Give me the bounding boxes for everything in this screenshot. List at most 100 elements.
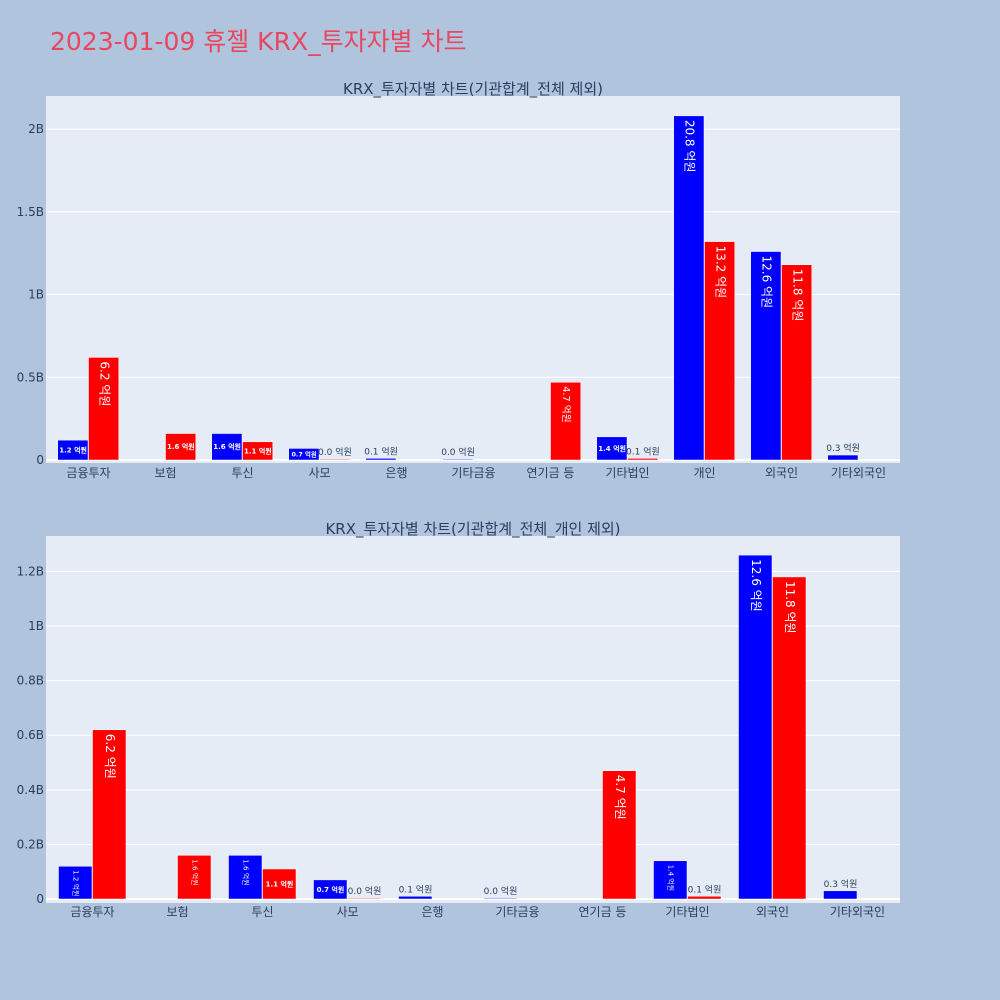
data-label: 1.6 억원: [242, 859, 251, 885]
x-tick-label: 외국인: [765, 466, 798, 480]
bar: [550, 381, 582, 461]
data-label: 0.1 억원: [399, 883, 433, 895]
y-tick-label: 1B: [28, 619, 44, 633]
bar: [827, 454, 859, 461]
data-label: 1.4 억원: [598, 444, 626, 453]
x-tick-label: 기타금융: [495, 905, 539, 919]
page-title: 2023-01-09 휴젤 KRX_투자자별 차트: [50, 27, 467, 56]
bar: [442, 458, 474, 461]
data-label: 0.0 억원: [318, 446, 352, 458]
bar: [57, 439, 89, 461]
y-tick-label: 0.6B: [17, 728, 44, 742]
bar: [288, 448, 320, 461]
bar: [211, 433, 243, 461]
bar: [738, 554, 773, 900]
data-label: 12.6 억원: [760, 256, 774, 309]
subplot-title: KRX_투자자별 차트(기관합계_전체_개인 제외): [325, 520, 620, 539]
data-label: 6.2 억원: [103, 734, 117, 779]
data-label: 0.7 억원: [292, 449, 317, 458]
data-label: 1.1 억원: [244, 446, 272, 455]
x-tick-label: 기타외국인: [831, 466, 886, 480]
x-tick-label: 은행: [385, 465, 407, 480]
bar: [365, 458, 397, 461]
subplot-title: KRX_투자자별 차트(기관합계_전체 제외): [343, 80, 603, 99]
x-tick-label: 금융투자: [70, 905, 114, 919]
x-tick-label: 사모: [308, 466, 330, 480]
bar: [704, 241, 736, 461]
x-tick-label: 외국인: [756, 905, 789, 919]
x-tick-label: 금융투자: [66, 466, 110, 480]
data-label: 12.6 억원: [749, 559, 763, 612]
data-label: 6.2 억원: [97, 361, 111, 406]
y-tick-label: 0: [36, 892, 44, 906]
x-tick-label: 연기금 등: [579, 905, 627, 919]
data-label: 4.7 억원: [560, 386, 572, 422]
data-label: 1.2 억원: [59, 446, 87, 455]
bar: [398, 896, 433, 900]
data-label: 0.0 억원: [484, 885, 518, 897]
x-tick-label: 기타법인: [665, 905, 709, 919]
data-label: 11.8 억원: [790, 269, 804, 322]
y-tick-label: 0.2B: [17, 837, 44, 851]
data-label: 0.7 억원: [317, 885, 345, 894]
bar: [92, 729, 127, 900]
x-tick-label: 사모: [336, 905, 358, 919]
data-label: 13.2 억원: [713, 246, 727, 299]
x-tick-label: 보험: [166, 905, 188, 919]
x-tick-label: 투신: [251, 905, 273, 919]
data-label: 4.7 억원: [613, 775, 627, 820]
bar: [653, 860, 688, 900]
data-label: 20.8 억원: [683, 120, 697, 173]
x-tick-label: 보험: [154, 466, 176, 480]
bar: [313, 879, 348, 900]
y-tick-label: 0.5B: [17, 370, 44, 384]
chart-1: 0 0.5B 1B 1.5B 2B KRX_투자자별 차트(기관합계_전체 제외) 금융투자…: [17, 80, 900, 480]
bar: [347, 897, 382, 900]
data-label: 11.8 억원: [783, 581, 797, 634]
data-label: 1.1 억원: [266, 879, 294, 888]
data-label: 1.6 억원: [167, 442, 195, 451]
bar: [165, 433, 197, 461]
data-label: 1.2 억원: [72, 870, 81, 896]
bar: [750, 251, 782, 461]
x-tick-label: 기타금융: [451, 466, 495, 480]
y-tick-label: 1.2B: [17, 564, 44, 578]
data-label: 0.3 억원: [824, 878, 858, 890]
bar: [319, 458, 351, 461]
x-tick-label: 연기금 등: [527, 466, 575, 480]
bar: [596, 436, 628, 461]
data-label: 0.1 억원: [364, 445, 398, 457]
bar: [602, 770, 637, 900]
y-tick-label: 1B: [28, 288, 44, 302]
bar: [88, 357, 120, 461]
data-label: 0.1 억원: [688, 883, 722, 895]
x-tick-label: 은행: [421, 904, 443, 919]
bar: [687, 896, 722, 900]
bar: [673, 115, 705, 461]
bar: [772, 576, 807, 900]
data-label: 0.0 억원: [441, 446, 475, 458]
y-tick-label: 2B: [28, 122, 44, 136]
y-tick-label: 0.8B: [17, 674, 44, 688]
data-label: 1.6 억원: [213, 442, 241, 451]
chart-2: 0 0.2B 0.4B 0.6B 0.8B 1B 1.2B KRX_투자자별 차트(기관합계_…: [17, 520, 900, 919]
y-tick-label: 0: [36, 453, 44, 467]
bar: [262, 868, 297, 900]
data-label: 0.1 억원: [626, 445, 660, 457]
y-tick-label: 0.4B: [17, 783, 44, 797]
bar: [177, 855, 212, 900]
bar: [58, 865, 93, 900]
bar: [781, 264, 813, 461]
data-label: 1.4 억원: [667, 865, 676, 891]
bar: [228, 855, 263, 900]
x-tick-label: 개인: [693, 466, 715, 480]
bar: [483, 897, 518, 900]
data-label: 0.3 억원: [826, 442, 860, 454]
bar: [823, 890, 858, 900]
y-tick-label: 1.5B: [17, 205, 44, 219]
x-tick-label: 기타법인: [605, 466, 649, 480]
x-tick-label: 기타외국인: [830, 905, 885, 919]
data-label: 0.0 억원: [348, 885, 382, 897]
x-tick-label: 투신: [231, 466, 253, 480]
